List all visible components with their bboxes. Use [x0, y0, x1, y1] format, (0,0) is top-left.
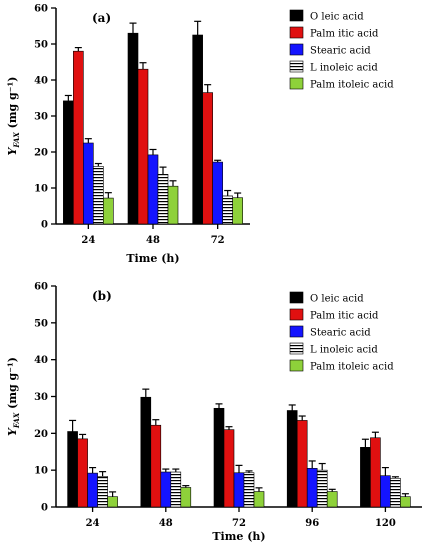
x-tick-label: 72 — [232, 518, 246, 529]
y-axis-title: YFAX (mg g⁻¹) — [6, 77, 21, 156]
legend-swatch — [289, 308, 304, 321]
legend-label: O leic acid — [310, 12, 364, 23]
y-tick-label: 60 — [34, 282, 48, 293]
bar — [73, 50, 84, 225]
panel-label: (b) — [92, 289, 112, 303]
legend-swatch — [289, 359, 304, 372]
bar — [157, 174, 169, 225]
bar — [296, 420, 308, 508]
legend-swatch — [289, 342, 304, 355]
bar — [253, 491, 265, 508]
bar — [107, 496, 118, 508]
bar — [93, 166, 104, 225]
legend-label: Stearic acid — [310, 328, 371, 339]
legend-label: O leic acid — [310, 294, 364, 305]
y-tick-label: 40 — [34, 355, 48, 366]
bar — [212, 161, 223, 225]
bar — [137, 68, 149, 225]
y-tick-label: 40 — [34, 76, 48, 87]
legend-swatch — [289, 291, 304, 304]
y-tick-label: 20 — [34, 148, 48, 159]
bar — [180, 487, 192, 508]
legend-swatch — [289, 325, 304, 338]
bar — [140, 396, 152, 508]
legend-label: L inoleic acid — [310, 63, 378, 74]
bar — [150, 424, 162, 508]
y-tick-label: 30 — [34, 392, 48, 403]
y-tick-label: 10 — [34, 184, 48, 195]
bar — [127, 32, 139, 225]
legend-label: Palm itic acid — [310, 311, 379, 322]
bar — [83, 142, 94, 225]
bar — [223, 429, 235, 508]
y-tick-label: 50 — [34, 318, 48, 329]
legend-label: Palm itoleic acid — [310, 80, 394, 91]
bar — [192, 34, 203, 225]
bar — [390, 477, 401, 508]
y-tick-label: 30 — [34, 112, 48, 123]
chart-panel-1: 0 10 20 30 40 50 60 24 48 72 Time (h) YFAX (mg g⁻¹)… — [6, 4, 394, 266]
x-axis-title: Time (h) — [212, 530, 265, 543]
y-axis-title: YFAX (mg g⁻¹) — [6, 357, 21, 436]
legend-swatch — [289, 43, 304, 56]
bar — [103, 197, 114, 225]
x-tick-label: 24 — [81, 235, 95, 246]
bar — [67, 431, 78, 508]
bar — [286, 410, 298, 508]
legend-label: Stearic acid — [310, 46, 371, 57]
bar — [202, 92, 213, 225]
bar — [147, 154, 159, 225]
x-axis-title: Time (h) — [126, 252, 179, 265]
y-tick-label: 0 — [41, 220, 48, 231]
x-tick-label: 48 — [146, 235, 160, 246]
bar — [160, 471, 172, 508]
legend-label: Palm itic acid — [310, 29, 379, 40]
x-tick-label: 120 — [375, 518, 396, 529]
y-tick-label: 50 — [34, 40, 48, 51]
bar — [97, 476, 108, 508]
y-tick-label: 0 — [41, 503, 48, 514]
chart-panel-2: 0 10 20 30 40 50 60 24 48 72 96 120 Time (h) YFAX (mg… — [6, 282, 422, 543]
legend-swatch — [289, 77, 304, 90]
y-tick-label: 60 — [34, 4, 48, 15]
bar — [87, 472, 98, 508]
legend-label: L inoleic acid — [310, 345, 378, 356]
x-tick-label: 24 — [86, 518, 100, 529]
bar — [167, 185, 179, 225]
bar — [63, 100, 74, 225]
bar — [170, 471, 182, 508]
bar — [222, 195, 233, 225]
legend-swatch — [289, 26, 304, 39]
bar — [233, 472, 245, 508]
bar — [232, 197, 243, 225]
bar — [213, 407, 225, 508]
bar — [243, 472, 255, 508]
x-tick-label: 96 — [305, 518, 319, 529]
legend-swatch — [289, 9, 304, 22]
bar — [316, 469, 328, 508]
bar — [380, 475, 391, 508]
bar — [306, 468, 318, 508]
y-tick-label: 10 — [34, 466, 48, 477]
panel-label: (a) — [92, 11, 111, 25]
bar — [360, 447, 371, 508]
bar — [77, 438, 88, 508]
legend-label: Palm itoleic acid — [310, 362, 394, 373]
bar — [370, 437, 381, 508]
legend-swatch — [289, 60, 304, 73]
x-tick-label: 48 — [159, 518, 173, 529]
y-tick-label: 20 — [34, 429, 48, 440]
bar — [400, 496, 411, 508]
x-tick-label: 72 — [211, 235, 225, 246]
bar — [326, 491, 338, 508]
